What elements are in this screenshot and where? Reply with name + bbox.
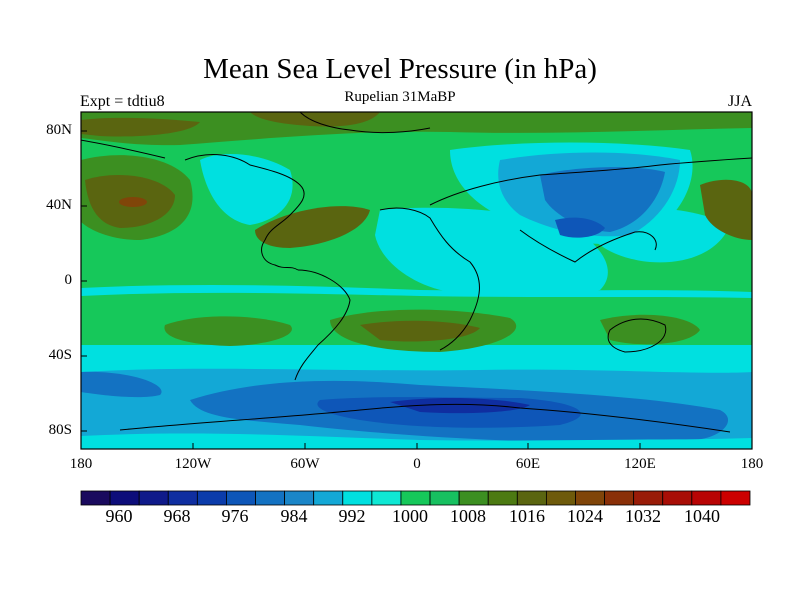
colorbar-label-1008: 1008 [450, 506, 486, 526]
colorbar-swatch [371, 490, 402, 506]
field-arctic-core [250, 112, 380, 127]
coast-greenland [299, 112, 431, 134]
colorbar-swatch [458, 490, 489, 506]
field-high-pacific-s [164, 316, 292, 346]
colorbar-swatch [604, 490, 635, 506]
lon-ticks [80, 443, 753, 449]
lat-label-0: 0 [64, 272, 73, 288]
coast-south-asia [519, 229, 657, 263]
colorbar-swatch [138, 490, 169, 506]
lon-label-180e: 180 [740, 456, 764, 472]
coast-north-america [184, 154, 305, 271]
field-blue-asia [540, 167, 665, 232]
field-cyan-northamerica [200, 154, 293, 225]
coast-eurasia-north [429, 157, 752, 206]
chart-subtitle: Rupelian 31MaBP [344, 89, 456, 105]
field-high-atlantic-s-core [360, 320, 480, 342]
field-high-atlantic-n [255, 206, 370, 248]
field-high-pacific-n-center [119, 197, 147, 207]
coast-australia [607, 318, 667, 353]
colorbar-swatch [284, 490, 315, 506]
colorbar-label-1032: 1032 [625, 506, 661, 526]
coastlines [81, 112, 752, 433]
field-navy-core [390, 398, 530, 414]
lon-label-120e: 120E [624, 456, 656, 472]
field-high-indian-s [600, 314, 700, 345]
field-deep-blue-asia [555, 217, 605, 238]
colorbar-swatch [429, 490, 460, 506]
colorbar-swatch [691, 490, 722, 506]
colorbar-swatch [662, 490, 693, 506]
colorbar-swatch [545, 490, 576, 506]
experiment-label: Expt = tdtiu8 [80, 93, 165, 110]
lat-label-40s: 40S [48, 347, 72, 363]
colorbar-swatch [313, 490, 344, 506]
colorbar-swatch [109, 490, 140, 506]
field-blue-patch-1 [81, 371, 162, 398]
colorbar-label-968: 968 [163, 506, 191, 526]
coast-antarctica [119, 403, 731, 433]
colorbar-label-976: 976 [221, 506, 249, 526]
colorbar-label-984: 984 [280, 506, 308, 526]
lat-label-80n: 80N [46, 122, 72, 138]
colorbar-label-960: 960 [105, 506, 133, 526]
lon-label-60w: 60W [290, 456, 320, 472]
lon-label-0: 0 [413, 456, 421, 472]
colorbar-label-1016: 1016 [509, 506, 545, 526]
lon-label-120w: 120W [174, 456, 212, 472]
colorbar-label-992: 992 [338, 506, 366, 526]
lon-label-60e: 60E [515, 456, 541, 472]
colorbar-swatch [516, 490, 547, 506]
colorbar-swatch [80, 490, 111, 506]
colorbar-swatch [487, 490, 518, 506]
colorbar-swatch [342, 490, 373, 506]
chart-title: Mean Sea Level Pressure (in hPa) [203, 53, 597, 85]
lat-label-40n: 40N [46, 197, 72, 213]
colorbar-swatch [167, 490, 198, 506]
colorbar [80, 490, 751, 506]
colorbar-swatch [255, 490, 286, 506]
coast-africa [379, 207, 480, 351]
colorbar-swatch [633, 490, 664, 506]
colorbar-swatch [720, 490, 751, 506]
lon-label-180w: 180 [69, 456, 93, 472]
field-arctic-band [81, 112, 752, 146]
lat-label-80s: 80S [48, 422, 72, 438]
colorbar-swatch [226, 490, 256, 506]
colorbar-swatch [575, 490, 605, 506]
field-high-east-edge [700, 179, 752, 240]
colorbar-swatch [196, 490, 227, 506]
coast-alaska [81, 139, 166, 159]
field-cyan-south-edge [81, 438, 752, 449]
colorbar-label-1000: 1000 [392, 506, 428, 526]
colorbar-label-1024: 1024 [567, 506, 603, 526]
season-label: JJA [727, 93, 752, 110]
field-cyan-tropics [81, 284, 752, 298]
colorbar-label-1040: 1040 [684, 506, 720, 526]
field-arctic-west [81, 117, 200, 137]
colorbar-swatch [400, 490, 431, 506]
coast-south-america [294, 269, 351, 381]
pressure-field [81, 112, 752, 449]
lat-ticks [81, 130, 87, 432]
